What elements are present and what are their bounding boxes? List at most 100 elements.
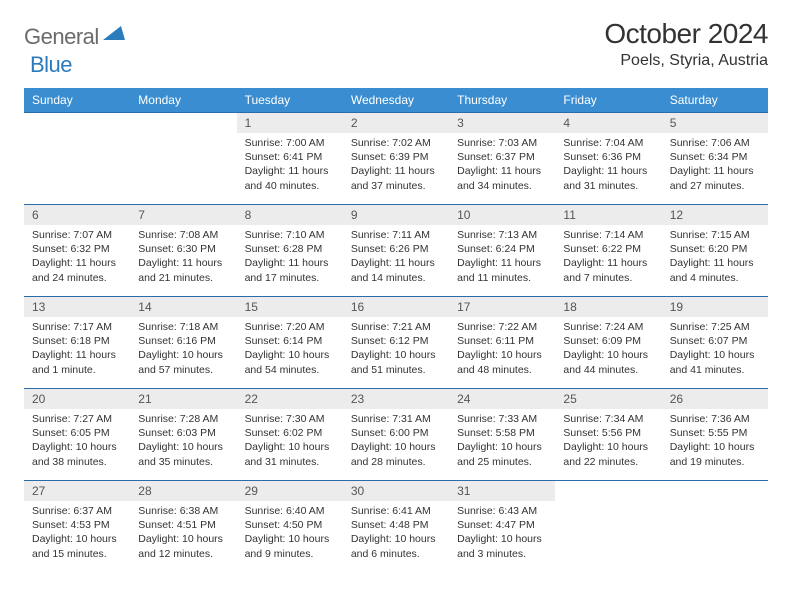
day-info: Sunrise: 7:06 AMSunset: 6:34 PMDaylight:… bbox=[662, 133, 768, 199]
sunrise-line: Sunrise: 7:31 AM bbox=[351, 412, 441, 426]
day-number: 21 bbox=[130, 389, 236, 409]
day-info: Sunrise: 7:04 AMSunset: 6:36 PMDaylight:… bbox=[555, 133, 661, 199]
sunset-line: Sunset: 4:53 PM bbox=[32, 518, 122, 532]
daylight-line: Daylight: 10 hours and 44 minutes. bbox=[563, 348, 653, 376]
day-number: 3 bbox=[449, 113, 555, 133]
logo: General bbox=[24, 18, 127, 50]
sunset-line: Sunset: 4:50 PM bbox=[245, 518, 335, 532]
daylight-line: Daylight: 10 hours and 6 minutes. bbox=[351, 532, 441, 560]
day-header: Wednesday bbox=[343, 88, 449, 113]
sunset-line: Sunset: 4:47 PM bbox=[457, 518, 547, 532]
calendar-week-row: 27Sunrise: 6:37 AMSunset: 4:53 PMDayligh… bbox=[24, 481, 768, 573]
day-info: Sunrise: 7:20 AMSunset: 6:14 PMDaylight:… bbox=[237, 317, 343, 383]
daylight-line: Daylight: 10 hours and 9 minutes. bbox=[245, 532, 335, 560]
logo-triangle-icon bbox=[103, 24, 125, 45]
day-number: 8 bbox=[237, 205, 343, 225]
calendar-table: SundayMondayTuesdayWednesdayThursdayFrid… bbox=[24, 88, 768, 573]
calendar-week-row: 6Sunrise: 7:07 AMSunset: 6:32 PMDaylight… bbox=[24, 205, 768, 297]
daylight-line: Daylight: 10 hours and 28 minutes. bbox=[351, 440, 441, 468]
day-info: Sunrise: 7:02 AMSunset: 6:39 PMDaylight:… bbox=[343, 133, 449, 199]
day-header: Monday bbox=[130, 88, 236, 113]
sunrise-line: Sunrise: 6:37 AM bbox=[32, 504, 122, 518]
calendar-day-cell: 19Sunrise: 7:25 AMSunset: 6:07 PMDayligh… bbox=[662, 297, 768, 389]
day-number: 2 bbox=[343, 113, 449, 133]
calendar-day-cell: 30Sunrise: 6:41 AMSunset: 4:48 PMDayligh… bbox=[343, 481, 449, 573]
calendar-day-cell: 7 Sunrise: 7:08 AMSunset: 6:30 PMDaylight… bbox=[130, 205, 236, 297]
day-number: 7 bbox=[130, 205, 236, 225]
day-number: 29 bbox=[237, 481, 343, 501]
sunset-line: Sunset: 6:02 PM bbox=[245, 426, 335, 440]
sunrise-line: Sunrise: 7:10 AM bbox=[245, 228, 335, 242]
sunset-line: Sunset: 6:18 PM bbox=[32, 334, 122, 348]
day-number: 22 bbox=[237, 389, 343, 409]
calendar-empty-cell bbox=[130, 113, 236, 205]
daylight-line: Daylight: 11 hours and 21 minutes. bbox=[138, 256, 228, 284]
daylight-line: Daylight: 11 hours and 40 minutes. bbox=[245, 164, 335, 192]
calendar-day-cell: 18Sunrise: 7:24 AMSunset: 6:09 PMDayligh… bbox=[555, 297, 661, 389]
sunset-line: Sunset: 4:51 PM bbox=[138, 518, 228, 532]
daylight-line: Daylight: 10 hours and 15 minutes. bbox=[32, 532, 122, 560]
sunrise-line: Sunrise: 7:02 AM bbox=[351, 136, 441, 150]
sunrise-line: Sunrise: 7:22 AM bbox=[457, 320, 547, 334]
calendar-day-cell: 3Sunrise: 7:03 AMSunset: 6:37 PMDaylight… bbox=[449, 113, 555, 205]
day-number: 9 bbox=[343, 205, 449, 225]
calendar-day-cell: 31Sunrise: 6:43 AMSunset: 4:47 PMDayligh… bbox=[449, 481, 555, 573]
sunrise-line: Sunrise: 6:43 AM bbox=[457, 504, 547, 518]
sunrise-line: Sunrise: 7:21 AM bbox=[351, 320, 441, 334]
day-number: 11 bbox=[555, 205, 661, 225]
logo-text-general: General bbox=[24, 24, 99, 50]
sunrise-line: Sunrise: 7:33 AM bbox=[457, 412, 547, 426]
calendar-header-row: SundayMondayTuesdayWednesdayThursdayFrid… bbox=[24, 88, 768, 113]
day-info: Sunrise: 7:24 AMSunset: 6:09 PMDaylight:… bbox=[555, 317, 661, 383]
day-number: 17 bbox=[449, 297, 555, 317]
calendar-day-cell: 26Sunrise: 7:36 AMSunset: 5:55 PMDayligh… bbox=[662, 389, 768, 481]
sunset-line: Sunset: 6:30 PM bbox=[138, 242, 228, 256]
daylight-line: Daylight: 11 hours and 27 minutes. bbox=[670, 164, 760, 192]
sunrise-line: Sunrise: 7:14 AM bbox=[563, 228, 653, 242]
sunset-line: Sunset: 6:28 PM bbox=[245, 242, 335, 256]
day-info: Sunrise: 7:34 AMSunset: 5:56 PMDaylight:… bbox=[555, 409, 661, 475]
calendar-day-cell: 9Sunrise: 7:11 AMSunset: 6:26 PMDaylight… bbox=[343, 205, 449, 297]
daylight-line: Daylight: 11 hours and 31 minutes. bbox=[563, 164, 653, 192]
sunrise-line: Sunrise: 7:11 AM bbox=[351, 228, 441, 242]
daylight-line: Daylight: 10 hours and 19 minutes. bbox=[670, 440, 760, 468]
day-info: Sunrise: 7:07 AMSunset: 6:32 PMDaylight:… bbox=[24, 225, 130, 291]
sunset-line: Sunset: 6:37 PM bbox=[457, 150, 547, 164]
day-info: Sunrise: 7:36 AMSunset: 5:55 PMDaylight:… bbox=[662, 409, 768, 475]
sunrise-line: Sunrise: 7:13 AM bbox=[457, 228, 547, 242]
sunrise-line: Sunrise: 7:00 AM bbox=[245, 136, 335, 150]
calendar-day-cell: 12Sunrise: 7:15 AMSunset: 6:20 PMDayligh… bbox=[662, 205, 768, 297]
day-number: 13 bbox=[24, 297, 130, 317]
sunrise-line: Sunrise: 7:27 AM bbox=[32, 412, 122, 426]
sunset-line: Sunset: 6:03 PM bbox=[138, 426, 228, 440]
sunset-line: Sunset: 6:34 PM bbox=[670, 150, 760, 164]
sunrise-line: Sunrise: 7:30 AM bbox=[245, 412, 335, 426]
sunrise-line: Sunrise: 7:04 AM bbox=[563, 136, 653, 150]
day-number: 12 bbox=[662, 205, 768, 225]
daylight-line: Daylight: 10 hours and 25 minutes. bbox=[457, 440, 547, 468]
sunrise-line: Sunrise: 7:34 AM bbox=[563, 412, 653, 426]
day-number: 6 bbox=[24, 205, 130, 225]
month-title: October 2024 bbox=[604, 18, 768, 50]
day-info: Sunrise: 7:15 AMSunset: 6:20 PMDaylight:… bbox=[662, 225, 768, 291]
calendar-day-cell: 29Sunrise: 6:40 AMSunset: 4:50 PMDayligh… bbox=[237, 481, 343, 573]
calendar-day-cell: 28Sunrise: 6:38 AMSunset: 4:51 PMDayligh… bbox=[130, 481, 236, 573]
sunrise-line: Sunrise: 7:06 AM bbox=[670, 136, 760, 150]
sunrise-line: Sunrise: 7:18 AM bbox=[138, 320, 228, 334]
calendar-week-row: 1Sunrise: 7:00 AMSunset: 6:41 PMDaylight… bbox=[24, 113, 768, 205]
day-number: 23 bbox=[343, 389, 449, 409]
day-info: Sunrise: 7:28 AMSunset: 6:03 PMDaylight:… bbox=[130, 409, 236, 475]
sunset-line: Sunset: 4:48 PM bbox=[351, 518, 441, 532]
day-info: Sunrise: 7:30 AMSunset: 6:02 PMDaylight:… bbox=[237, 409, 343, 475]
calendar-day-cell: 22Sunrise: 7:30 AMSunset: 6:02 PMDayligh… bbox=[237, 389, 343, 481]
daylight-line: Daylight: 10 hours and 38 minutes. bbox=[32, 440, 122, 468]
sunrise-line: Sunrise: 7:08 AM bbox=[138, 228, 228, 242]
daylight-line: Daylight: 11 hours and 24 minutes. bbox=[32, 256, 122, 284]
day-number: 20 bbox=[24, 389, 130, 409]
sunset-line: Sunset: 6:09 PM bbox=[563, 334, 653, 348]
sunset-line: Sunset: 6:39 PM bbox=[351, 150, 441, 164]
day-number: 25 bbox=[555, 389, 661, 409]
day-info: Sunrise: 7:25 AMSunset: 6:07 PMDaylight:… bbox=[662, 317, 768, 383]
sunrise-line: Sunrise: 6:41 AM bbox=[351, 504, 441, 518]
day-info: Sunrise: 7:18 AMSunset: 6:16 PMDaylight:… bbox=[130, 317, 236, 383]
